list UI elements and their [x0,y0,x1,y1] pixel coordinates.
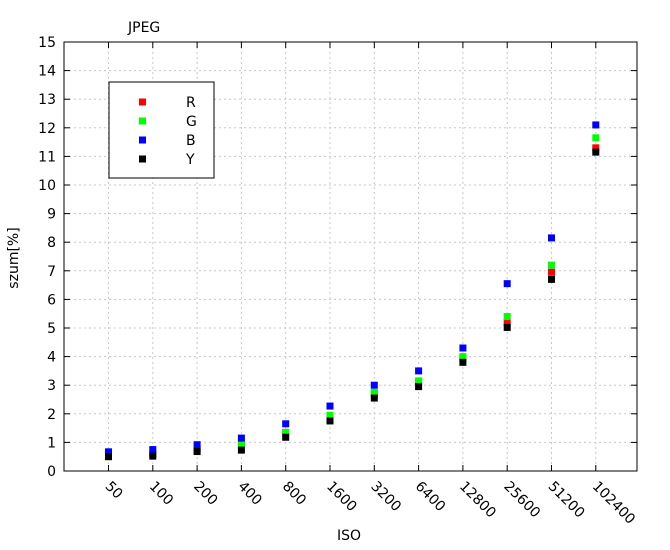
y-tick-label: 0 [47,464,56,480]
legend-label-r: R [186,95,196,111]
y-tick-label: 2 [47,407,56,423]
plot-frame [63,41,638,472]
data-point-g-12800 [459,353,467,361]
data-point-r-25600 [503,318,511,326]
y-axis-title: szum[%] [6,227,22,288]
data-point-b-102400 [592,121,600,129]
data-point-g-102400 [592,134,600,142]
y-tick-label: 5 [47,321,56,337]
y-tick-label: 7 [47,264,56,280]
y-tick-label: 6 [47,292,56,308]
data-point-b-100 [149,446,157,454]
y-tick-label: 10 [38,178,56,194]
data-point-y-51200 [548,275,555,283]
data-point-b-25600 [503,280,511,288]
data-point-b-12800 [459,344,467,352]
legend-swatch-y [139,155,146,163]
data-point-y-100 [149,452,157,460]
y-tick-label: 14 [38,64,56,80]
data-point-g-800 [282,428,290,436]
y-tick-label: 1 [47,435,56,451]
data-point-r-102400 [592,144,600,152]
data-point-g-51200 [548,261,555,269]
legend-box [108,81,215,179]
y-tick-label: 15 [38,35,56,51]
legend-swatch-g [139,117,146,125]
legend-label-y: Y [185,152,195,168]
x-axis-title: ISO [337,528,361,544]
data-point-b-6400 [415,367,423,375]
data-point-y-400 [237,446,245,454]
data-point-y-6400 [415,383,423,391]
y-tick-label: 13 [38,92,56,108]
legend-label-g: G [186,114,197,130]
y-tick-label: 3 [47,378,56,394]
data-point-y-12800 [459,358,467,366]
data-point-y-25600 [503,323,511,331]
chart-title: JPEG [127,20,160,36]
y-tick-label: 12 [38,121,56,137]
data-point-y-800 [282,433,290,441]
data-points [105,121,600,461]
data-point-y-200 [193,448,201,456]
data-point-g-1600 [326,411,334,419]
data-point-b-50 [105,448,112,456]
data-point-y-3200 [370,394,378,402]
data-point-g-400 [237,440,245,448]
data-point-g-25600 [503,313,511,321]
data-point-b-400 [237,434,245,442]
legend-swatch-r [139,98,146,106]
y-tick-label: 4 [47,350,56,366]
legend-swatch-b [139,136,146,144]
data-point-g-3200 [370,388,378,396]
data-point-b-1600 [326,402,334,410]
data-point-y-102400 [592,148,600,156]
data-point-r-51200 [548,268,555,276]
y-tick-label: 11 [38,149,56,165]
data-point-g-6400 [415,377,423,385]
y-tick-label: 9 [47,207,56,223]
data-point-b-3200 [370,381,378,389]
y-tick-label: 8 [47,235,56,251]
data-point-b-800 [282,420,290,428]
data-point-b-51200 [548,234,555,242]
data-point-y-1600 [326,417,334,425]
data-point-y-50 [105,453,112,461]
data-point-b-200 [193,441,201,449]
legend-label-b: B [186,133,196,149]
